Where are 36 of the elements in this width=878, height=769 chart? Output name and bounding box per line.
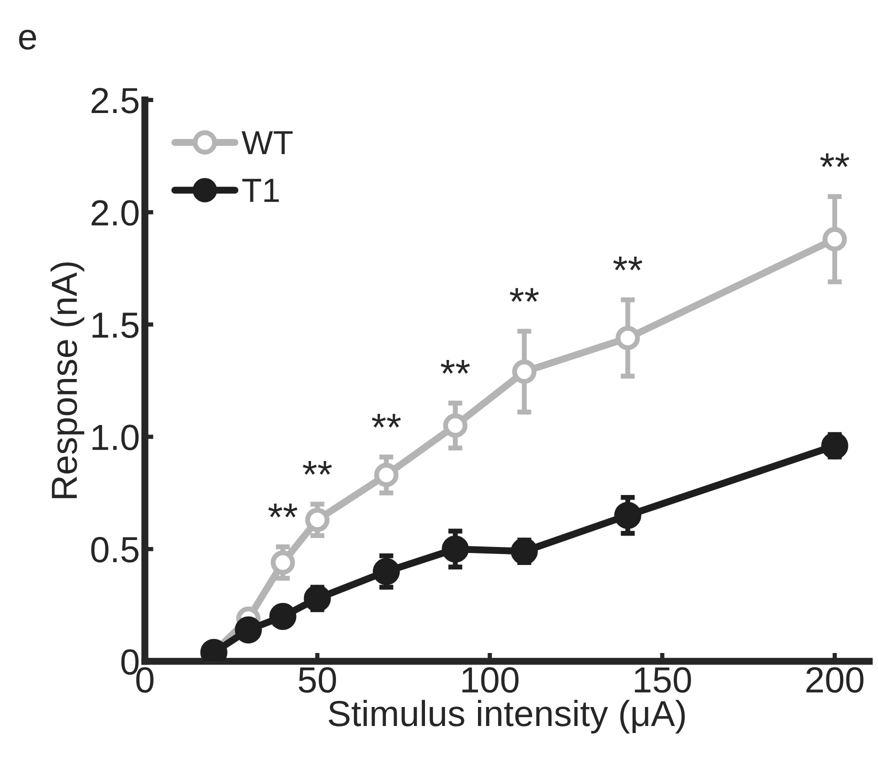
annotation: ** [268, 504, 298, 518]
point [822, 227, 847, 252]
annotation: ** [613, 256, 642, 270]
y-axis-title: Response (nA) [50, 262, 84, 498]
point [614, 502, 642, 529]
x-tick-label: 50 [298, 667, 336, 693]
point [304, 584, 331, 612]
annotation: ** [820, 153, 850, 168]
point [372, 558, 400, 586]
text: e [19, 30, 36, 50]
annotation: ** [302, 461, 332, 475]
annotation: ** [510, 288, 539, 302]
x-tick-label: 150 [634, 667, 691, 693]
y-tick-label: 2.5 [92, 88, 138, 114]
point [443, 413, 468, 438]
x-tick-label: 100 [462, 667, 519, 693]
point [305, 508, 330, 532]
point [269, 602, 296, 630]
point [270, 550, 295, 575]
point [442, 536, 469, 563]
y-tick-label: 2.0 [92, 200, 139, 226]
y-tick-label: 1.5 [92, 312, 138, 338]
point [234, 616, 262, 644]
point [374, 462, 398, 488]
point [616, 326, 640, 350]
legend-label: WT [242, 131, 293, 154]
y-tick-label: 1.0 [92, 424, 139, 450]
legend-label: T1 [242, 178, 279, 202]
x-axis-title: Stimulus intensity (μA) [328, 700, 685, 734]
annotation: ** [440, 360, 470, 374]
point [512, 360, 536, 384]
x-tick-label: 200 [806, 667, 864, 693]
point [821, 432, 848, 460]
annotation: ** [372, 414, 401, 428]
y-tick-label: 0.5 [91, 536, 138, 563]
point [510, 538, 538, 565]
